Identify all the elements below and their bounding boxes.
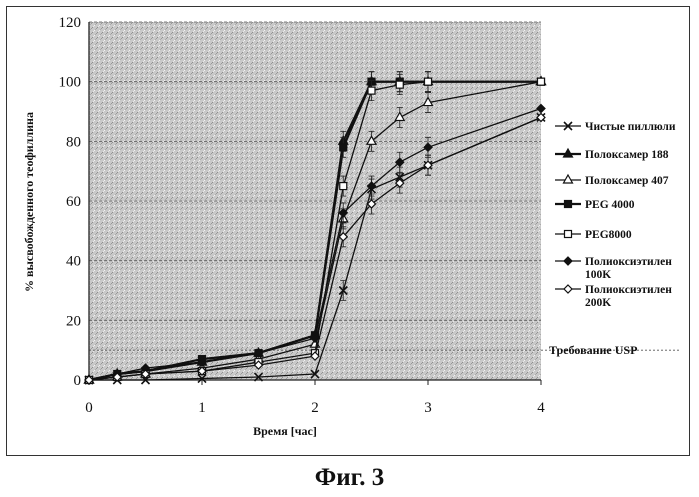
legend-label: PEG8000 xyxy=(585,229,632,241)
data-point xyxy=(340,183,347,190)
legend-item-4: PEG 4000 xyxy=(555,199,635,211)
legend-label-line: Полиоксиэтилен xyxy=(585,256,672,268)
legend-label: Полоксамер 407 xyxy=(585,175,669,187)
legend-item-1: Чистые пиллюли xyxy=(555,121,676,133)
legend-label: PEG 4000 xyxy=(585,199,635,211)
legend-item-2: Полоксамер 188 xyxy=(555,149,669,161)
figure-caption: Фиг. 3 xyxy=(0,464,699,492)
x-tick-label: 4 xyxy=(537,400,545,416)
x-tick-label: 0 xyxy=(85,400,93,416)
data-point xyxy=(340,144,347,151)
usp-requirement-label: Требование USP xyxy=(549,343,637,357)
data-point xyxy=(538,78,545,85)
y-tick-label: 40 xyxy=(66,254,81,270)
data-point xyxy=(396,81,403,88)
x-tick-label: 2 xyxy=(311,400,319,416)
legend-label-line: Полоксамер 407 xyxy=(585,175,669,187)
legend-label-line: 200K xyxy=(585,297,611,309)
y-tick-label: 80 xyxy=(66,134,81,150)
legend-label-line: Полоксамер 188 xyxy=(585,149,669,161)
x-tick-label: 3 xyxy=(424,400,432,416)
y-tick-label: 100 xyxy=(59,75,82,91)
legend-label-line: PEG8000 xyxy=(585,229,632,241)
y-tick-label: 60 xyxy=(66,194,81,210)
x-tick-label: 1 xyxy=(198,400,206,416)
legend-marker xyxy=(564,257,572,265)
legend-label-line: PEG 4000 xyxy=(585,199,635,211)
legend-item-6: Полиоксиэтилен100K xyxy=(555,256,672,281)
legend-label: Полоксамер 188 xyxy=(585,149,669,161)
legend-label: Чистые пиллюли xyxy=(585,121,676,133)
y-tick-label: 20 xyxy=(66,313,81,329)
data-point xyxy=(425,78,432,85)
legend-label-line: Чистые пиллюли xyxy=(585,121,676,133)
data-point xyxy=(368,87,375,94)
legend-marker xyxy=(564,175,573,183)
legend-marker xyxy=(565,231,572,238)
y-tick-label: 0 xyxy=(74,373,82,389)
legend-item-5: PEG8000 xyxy=(555,229,632,241)
figure-frame: 0 20 40 60 80 100 120 0 1 2 3 4 Чистые пиллюли Полок… xyxy=(6,6,690,456)
legend-marker xyxy=(565,201,572,208)
legend-label: Полиоксиэтилен100K xyxy=(585,256,672,281)
legend: Чистые пиллюли Полоксамер 188 Полоксамер 4… xyxy=(555,121,676,309)
legend-marker xyxy=(564,285,572,293)
y-axis-label: % высвобожденного теофиллина xyxy=(22,112,36,292)
legend-label: Полиоксиэтилен200K xyxy=(585,284,672,309)
legend-item-3: Полоксамер 407 xyxy=(555,175,669,187)
chart: 0 20 40 60 80 100 120 0 1 2 3 4 Чистые пиллюли Полок… xyxy=(7,7,688,454)
y-tick-label: 120 xyxy=(59,15,82,31)
legend-label-line: 100K xyxy=(585,269,611,281)
x-axis-label: Время [час] xyxy=(253,424,317,438)
legend-label-line: Полиоксиэтилен xyxy=(585,284,672,296)
legend-item-7: Полиоксиэтилен200K xyxy=(555,284,672,309)
